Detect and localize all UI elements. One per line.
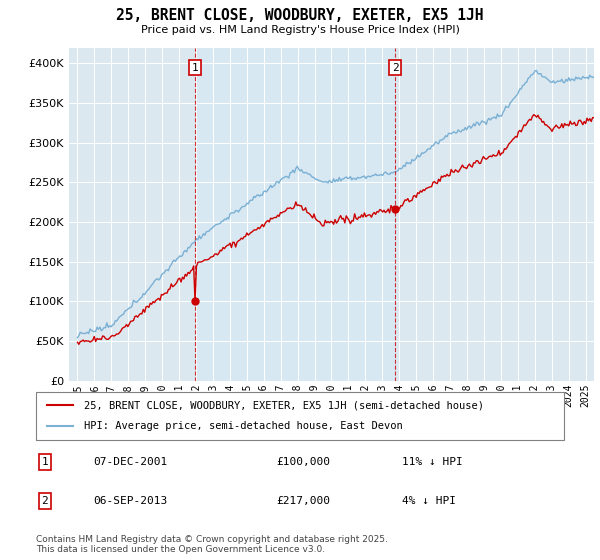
Text: £217,000: £217,000 <box>276 496 330 506</box>
Bar <box>194 48 395 381</box>
Text: 07-DEC-2001: 07-DEC-2001 <box>93 457 167 467</box>
Text: £100,000: £100,000 <box>276 457 330 467</box>
Text: Price paid vs. HM Land Registry's House Price Index (HPI): Price paid vs. HM Land Registry's House … <box>140 25 460 35</box>
Text: 06-SEP-2013: 06-SEP-2013 <box>93 496 167 506</box>
Text: 25, BRENT CLOSE, WOODBURY, EXETER, EX5 1JH: 25, BRENT CLOSE, WOODBURY, EXETER, EX5 1… <box>116 8 484 24</box>
Text: 11% ↓ HPI: 11% ↓ HPI <box>402 457 463 467</box>
Text: 25, BRENT CLOSE, WOODBURY, EXETER, EX5 1JH (semi-detached house): 25, BRENT CLOSE, WOODBURY, EXETER, EX5 1… <box>83 400 484 410</box>
Text: 2: 2 <box>392 63 398 73</box>
Text: Contains HM Land Registry data © Crown copyright and database right 2025.
This d: Contains HM Land Registry data © Crown c… <box>36 535 388 554</box>
Text: 2: 2 <box>41 496 49 506</box>
Text: 1: 1 <box>41 457 49 467</box>
Text: 4% ↓ HPI: 4% ↓ HPI <box>402 496 456 506</box>
Text: 1: 1 <box>191 63 198 73</box>
Text: HPI: Average price, semi-detached house, East Devon: HPI: Average price, semi-detached house,… <box>83 421 402 431</box>
FancyBboxPatch shape <box>36 392 564 440</box>
